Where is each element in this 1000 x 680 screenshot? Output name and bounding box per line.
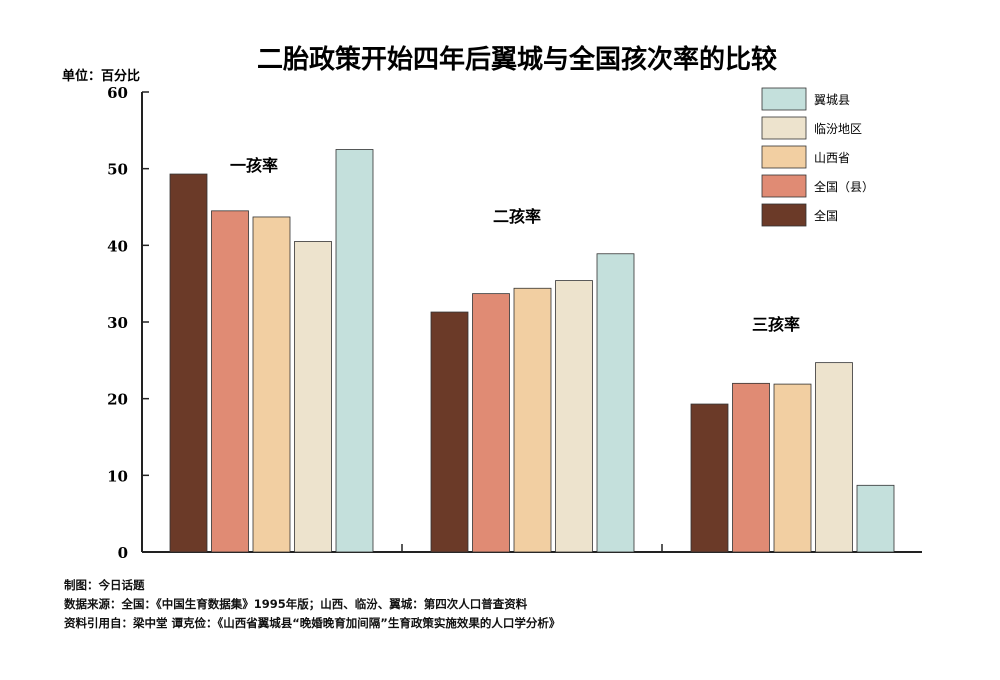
bars [169,149,895,553]
legend-swatch [761,145,807,169]
y-tick-label: 10 [107,467,128,485]
group-label: 一孩率 [230,156,278,175]
bar-1-1 [169,173,208,553]
bar-3-4 [815,362,853,553]
y-tick-label: 20 [107,391,128,409]
y-tick-label: 40 [107,237,128,255]
footer-reference: 资料引用自：梁中堂 谭克俭：《山西省翼城县“晚婚晚育加间隔”生育政策实施效果的人… [64,616,561,630]
legend-swatch [761,174,807,198]
bar-1-5 [335,149,374,553]
bar-3-2 [732,382,770,553]
legend-label: 翼城县 [814,93,850,107]
bar-2-1 [430,311,469,553]
y-tick-label: 30 [107,314,128,332]
group-label: 二孩率 [493,207,541,226]
bar-2-5 [596,253,635,553]
group-label: 三孩率 [752,315,800,334]
legend-label: 山西省 [814,151,850,165]
legend-swatch [761,203,807,227]
bar-2-2 [472,293,510,553]
footer-source: 数据来源：全国：《中国生育数据集》1995年版；山西、临汾、翼城：第四次人口普查… [64,597,528,611]
bar-3-3 [773,383,812,553]
bar-3-5 [856,484,895,553]
footer: 制图：今日话题 数据来源：全国：《中国生育数据集》1995年版；山西、临汾、翼城… [64,576,560,633]
legend-label: 临汾地区 [814,122,862,136]
unit-label: 单位：百分比 [62,68,140,84]
footer-credit: 制图：今日话题 [64,578,145,592]
y-tick-label: 60 [107,84,128,102]
legend-label: 全国 [814,208,838,223]
legend-swatch [761,87,807,111]
bar-2-4 [555,280,593,553]
chart-title: 二胎政策开始四年后翼城与全国孩次率的比较 [257,44,777,75]
bar-3-1 [690,403,729,553]
bar-1-2 [211,210,249,553]
bar-1-4 [294,241,332,553]
legend-swatch [761,116,807,140]
bar-2-3 [513,287,552,553]
y-tick-label: 0 [118,544,128,562]
bar-1-3 [252,216,291,553]
legend-label: 全国（县） [814,179,874,194]
y-tick-label: 50 [107,161,128,179]
